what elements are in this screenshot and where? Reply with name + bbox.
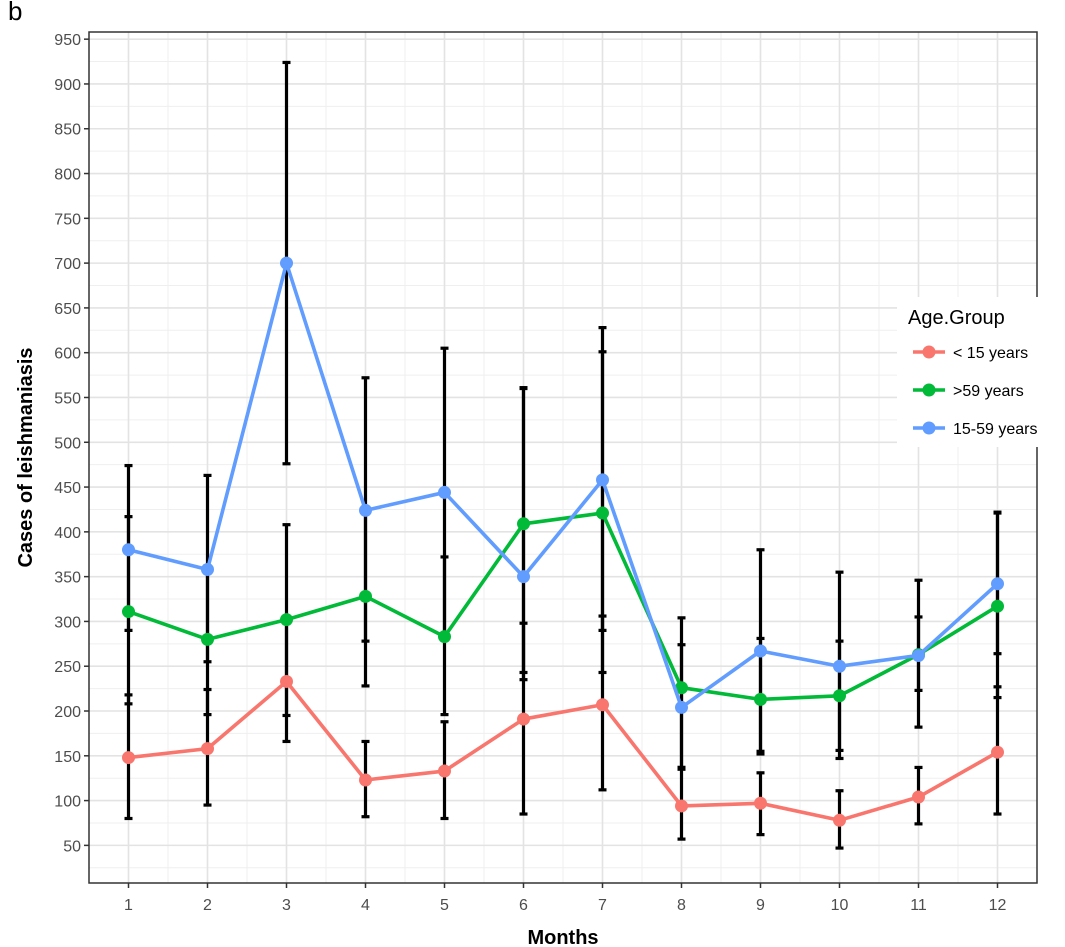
data-point [517,517,530,531]
data-point [754,796,767,810]
legend-key-point [922,421,936,435]
y-tick-label: 400 [54,525,81,542]
x-tick-label: 2 [203,897,212,914]
x-tick-label: 1 [124,897,133,914]
series-line [127,511,999,702]
y-axis-title: Cases of leishmaniasis [15,347,37,567]
panel-letter: b [8,0,23,26]
series-line [128,261,999,710]
x-tick-label: 11 [910,897,927,914]
legend-label: 15-59 years [953,421,1038,438]
y-tick-label: 100 [54,794,81,811]
legend-background [897,297,1057,447]
data-point [280,613,293,627]
data-point [991,745,1004,759]
legend: Age.Group < 15 years >59 years 15-59 years [897,297,1057,447]
data-point [675,681,688,695]
data-point [596,473,609,487]
data-point [833,659,846,673]
legend-label: < 15 years [953,345,1028,362]
data-point [833,813,846,827]
legend-key-point [922,345,936,359]
y-tick-label: 250 [54,659,81,676]
y-tick-label: 500 [54,435,81,452]
data-point [596,506,609,520]
data-point [517,570,530,584]
data-point [359,773,372,787]
data-point [912,790,925,804]
y-tick-label: 550 [54,390,81,407]
data-point [122,543,135,557]
data-point [675,700,688,714]
data-point [201,562,214,576]
data-point [991,599,1004,613]
y-tick-label: 700 [54,256,81,273]
y-tick-label: 650 [54,301,81,318]
legend-title: Age.Group [908,307,1005,329]
data-point [122,605,135,619]
y-tick-label: 300 [54,614,81,631]
data-point [754,692,767,706]
series-line [128,679,999,823]
y-tick-label: 150 [54,749,81,766]
y-tick-label: 750 [54,211,81,228]
series-3 [122,256,1004,714]
data-point [438,764,451,778]
x-tick-label: 12 [989,897,1007,914]
x-tick-label: 4 [361,897,370,914]
x-axis: 1 2 3 4 5 6 7 8 9 10 11 12 [124,883,1007,914]
x-tick-label: 7 [598,897,607,914]
x-tick-label: 9 [756,897,765,914]
data-point [201,632,214,646]
data-point [912,648,925,662]
y-tick-label: 900 [54,77,81,94]
x-tick-label: 8 [677,897,686,914]
legend-key-point [922,383,936,397]
y-tick-label: 350 [54,570,81,587]
y-tick-label: 450 [54,480,81,497]
data-point [280,674,293,688]
data-point [754,644,767,658]
data-point [122,751,135,765]
data-point [991,577,1004,591]
x-tick-label: 5 [440,897,449,914]
y-axis: 50 100 150 200 250 300 350 400 450 500 550 600 650 70… [54,32,89,855]
y-tick-label: 200 [54,704,81,721]
data-point [280,256,293,270]
y-tick-label: 800 [54,167,81,184]
data-point [517,712,530,726]
x-tick-label: 6 [519,897,528,914]
plot-border [88,31,1038,884]
y-tick-label: 950 [54,32,81,49]
x-tick-label: 3 [282,897,291,914]
data-point [596,698,609,712]
y-tick-label: 600 [54,346,81,363]
series-1 [122,674,1004,827]
error-bar [519,386,528,675]
y-tick-label: 50 [63,838,81,855]
legend-label: >59 years [953,383,1024,400]
data-point [359,503,372,517]
data-point [438,630,451,644]
data-point [201,742,214,756]
data-point [833,689,846,703]
data-point [359,589,372,603]
y-tick-label: 850 [54,122,81,139]
data-point [675,799,688,813]
data-point [438,485,451,499]
x-axis-title: Months [527,927,598,947]
x-tick-label: 10 [831,897,849,914]
